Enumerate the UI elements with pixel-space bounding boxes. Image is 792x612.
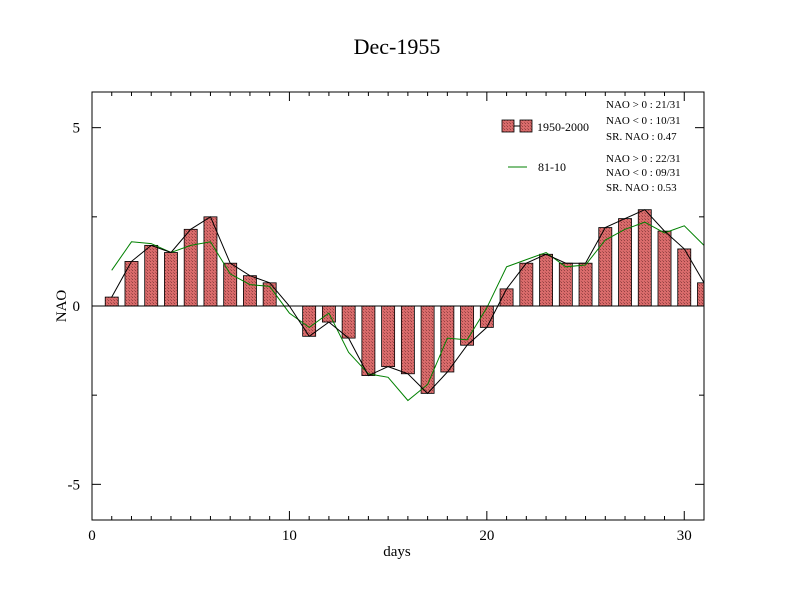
stat-nao-negative-1950-2000: NAO < 0 : 10/31	[606, 115, 681, 127]
bar-day-11	[302, 305, 317, 337]
x-tick-label-0: 0	[88, 528, 96, 544]
bar-day-2	[124, 261, 139, 307]
legend: 1950-2000 81-10 NAO > 0 : 21/31 NAO < 0 …	[501, 99, 681, 194]
legend-swatch-bar-right	[519, 119, 533, 133]
axis-ticks: 0 10 20 30 -5 0 5	[68, 92, 705, 544]
bar-day-8	[243, 275, 257, 307]
bar-day-29	[657, 230, 672, 307]
bar-day-20	[479, 305, 494, 328]
chart-title: Dec-1955	[354, 34, 441, 59]
legend-label-81-10: 81-10	[538, 160, 566, 174]
bar-day-6	[203, 216, 218, 307]
bar-day-16	[400, 305, 415, 375]
y-tick-label-0: 0	[73, 299, 81, 315]
line-1950-2000	[111, 209, 705, 395]
bar-day-7	[223, 262, 238, 307]
bar-day-26	[598, 227, 613, 307]
y-tick-label--5: -5	[68, 477, 81, 493]
bar-day-3	[144, 244, 159, 307]
line-81-10	[111, 221, 705, 402]
bar-day-25	[578, 262, 593, 307]
y-axis-label: NAO	[54, 290, 70, 323]
x-tick-label-10: 10	[282, 528, 297, 544]
y-tick-label-5: 5	[73, 121, 81, 137]
bar-day-31	[697, 282, 705, 307]
bar-day-24	[558, 262, 573, 307]
x-tick-label-30: 30	[677, 528, 692, 544]
bar-day-4	[164, 252, 178, 307]
bar-day-5	[183, 228, 198, 307]
bar-day-14	[361, 305, 376, 376]
line-series	[111, 209, 705, 402]
stat-sr-nao-81-10: SR. NAO : 0.53	[606, 182, 677, 194]
legend-label-1950-2000: 1950-2000	[537, 120, 589, 134]
legend-swatch-bar-left	[501, 119, 515, 133]
stat-nao-positive-81-10: NAO > 0 : 22/31	[606, 153, 681, 165]
bar-day-15	[381, 305, 396, 368]
stat-nao-positive-1950-2000: NAO > 0 : 21/31	[606, 99, 681, 111]
x-tick-label-20: 20	[479, 528, 494, 544]
bar-day-23	[539, 253, 553, 307]
x-axis-label: days	[383, 544, 411, 560]
bar-day-17	[420, 305, 435, 394]
bar-day-13	[341, 305, 356, 339]
bar-series	[104, 209, 705, 394]
stat-sr-nao-1950-2000: SR. NAO : 0.47	[606, 131, 677, 143]
bar-day-1	[104, 296, 119, 307]
stat-nao-negative-81-10: NAO < 0 : 09/31	[606, 167, 681, 179]
